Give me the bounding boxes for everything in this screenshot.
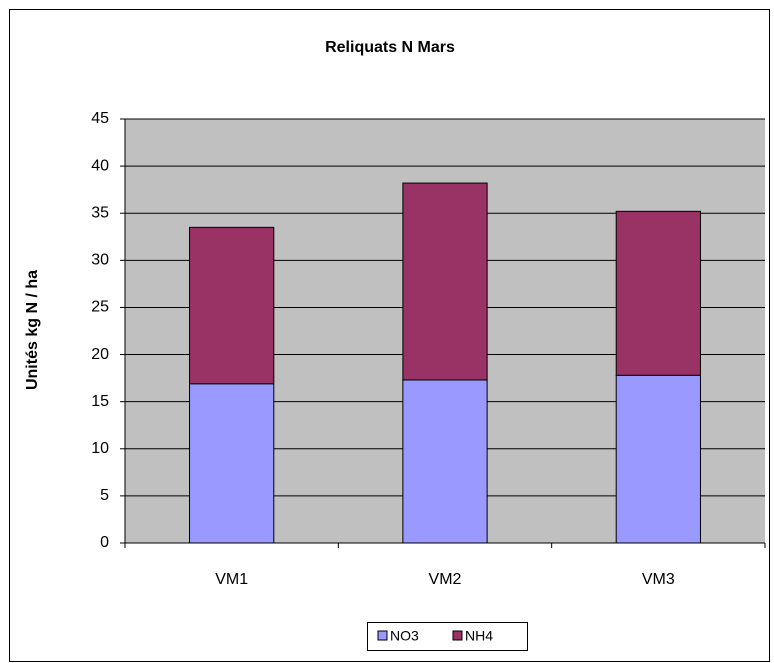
legend-label: NH4 <box>465 628 493 644</box>
y-tick-label: 5 <box>100 487 109 504</box>
y-tick-label: 10 <box>91 440 109 457</box>
legend-box <box>367 622 528 651</box>
chart-title: Reliquats N Mars <box>325 39 455 56</box>
x-tick-label: VM3 <box>642 571 675 588</box>
y-tick-label: 25 <box>91 299 109 316</box>
bar-segment <box>615 210 701 376</box>
y-tick-label: 30 <box>91 252 109 269</box>
y-tick-label: 45 <box>91 110 109 127</box>
y-tick-label: 0 <box>100 534 109 551</box>
x-tick-label: VM2 <box>429 571 462 588</box>
bar-segment <box>615 374 701 544</box>
y-tick-label: 35 <box>91 204 109 221</box>
bar-segment <box>189 383 275 544</box>
legend-swatch <box>377 630 388 641</box>
x-tick-label: VM1 <box>215 571 248 588</box>
legend-swatch <box>452 630 463 641</box>
bar-segment <box>402 379 488 544</box>
y-tick-label: 20 <box>91 346 109 363</box>
y-tick-label: 40 <box>91 157 109 174</box>
y-tick-label: 15 <box>91 393 109 410</box>
legend-label: NO3 <box>390 628 419 644</box>
bar-segment <box>402 182 488 381</box>
bar-segment <box>189 226 275 385</box>
y-axis-label: Unités kg N / ha <box>24 270 41 390</box>
